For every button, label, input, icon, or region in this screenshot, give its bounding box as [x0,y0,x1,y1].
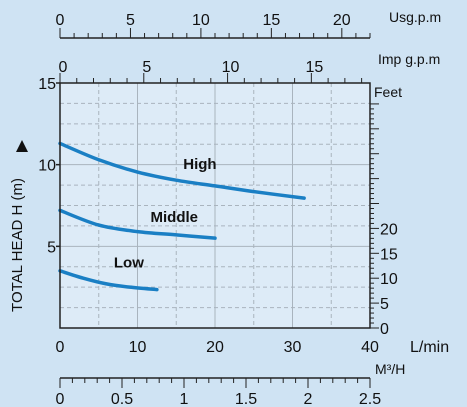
x-unit-label: L/min [410,339,449,356]
feet-tick-label: 20 [380,221,398,238]
feet-tick-label: 0 [380,321,389,338]
imp-tick-label: 0 [59,59,68,76]
imp-tick-label: 5 [142,59,151,76]
feet-tick-label: 10 [380,271,398,288]
feet-tick-label: 15 [380,246,398,263]
m3h-tick-label: 2.5 [359,391,381,407]
usg-tick-label: 20 [333,12,351,29]
usg-tick-label: 0 [56,12,65,29]
m3h-tick-label: 2 [304,391,313,407]
x-tick-label: 40 [361,339,379,356]
feet-tick-label: 5 [380,296,389,313]
m3h-tick-label: 0.5 [111,391,133,407]
curve-middle [58,208,217,240]
m3h-unit-label: M³/H [375,361,405,377]
usg-tick-label: 10 [192,12,210,29]
y-axis-title: TOTAL HEAD H (m) [9,178,26,312]
y-tick-label: 15 [38,76,56,93]
imp-unit-label: Imp g.p.m [378,51,440,67]
feet-unit-label: Feet [374,84,402,100]
curve-label-low: Low [114,255,144,272]
x-tick-label: 20 [206,339,224,356]
m3h-tick-label: 1 [180,391,189,407]
y-tick-label: 5 [47,239,56,256]
usg-unit-label: Usg.p.m [389,9,441,25]
y-tick-label: 10 [38,158,56,175]
curves: High Middle Low [58,141,306,292]
curve-label-high: High [183,156,216,173]
curve-high [58,141,306,200]
x-tick-label: 10 [129,339,147,356]
curve-label-middle: Middle [151,209,199,226]
x-tick-label: 0 [56,339,65,356]
curve-low [58,269,159,292]
imp-tick-label: 15 [305,59,323,76]
plot-frame [59,82,371,329]
usg-tick-label: 5 [126,12,135,29]
imp-tick-label: 10 [222,59,240,76]
x-tick-label: 30 [284,339,302,356]
usg-tick-label: 15 [262,12,280,29]
m3h-tick-label: 1.5 [235,391,257,407]
y-axis-arrow-icon [16,140,28,152]
m3h-tick-label: 0 [56,391,65,407]
